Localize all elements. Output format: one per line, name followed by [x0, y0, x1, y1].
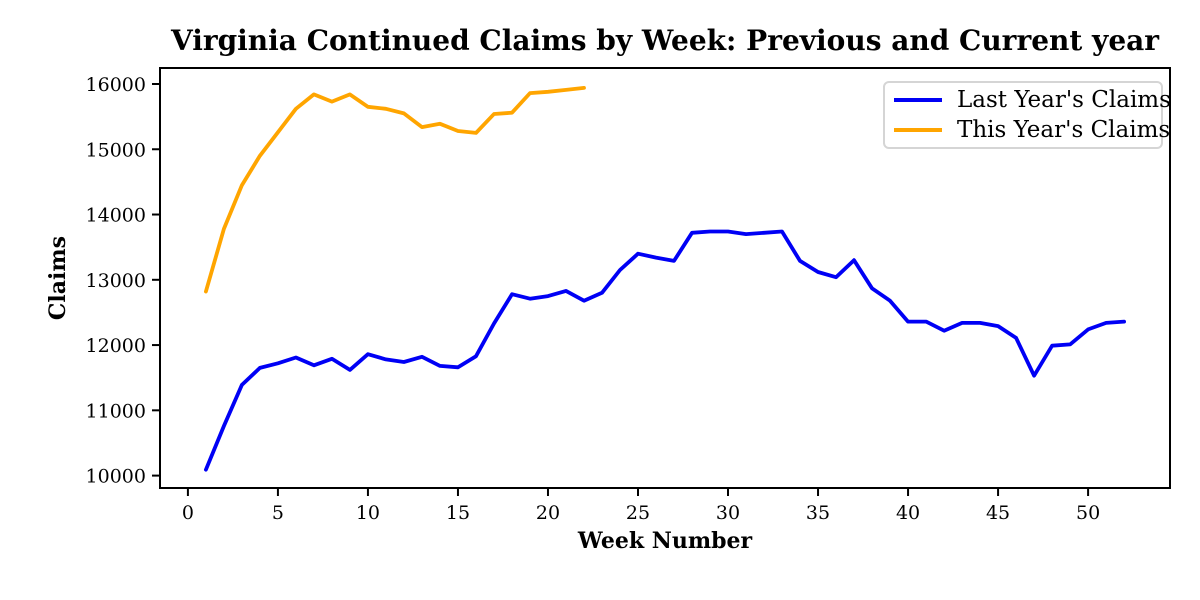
x-tick-label: 15: [446, 502, 470, 524]
legend: Last Year's Claims This Year's Claims: [883, 81, 1171, 149]
x-axis-ticks: 0 5 10 15 20 25 30 35 40 45 50: [182, 488, 1100, 524]
x-tick-label: 35: [806, 502, 830, 524]
legend-label: This Year's Claims: [957, 116, 1171, 143]
y-tick-label: 14000: [86, 205, 146, 227]
last-year-line: [203, 229, 1126, 472]
x-tick-label: 45: [986, 502, 1010, 524]
x-axis-label: Week Number: [577, 528, 753, 554]
x-tick-label: 40: [896, 502, 920, 524]
last-year-line-swatch: [894, 98, 942, 102]
x-tick-label: 5: [272, 502, 284, 524]
x-tick-label: 25: [626, 502, 650, 524]
legend-item-this-year: This Year's Claims: [885, 115, 1170, 145]
this-year-line: [203, 86, 586, 294]
x-tick-label: 50: [1076, 502, 1100, 524]
x-tick-label: 10: [356, 502, 380, 524]
y-tick-label: 10000: [86, 466, 146, 488]
y-tick-label: 16000: [86, 74, 146, 96]
y-tick-label: 11000: [86, 400, 146, 422]
this-year-line-swatch: [894, 128, 942, 132]
y-tick-label: 13000: [86, 270, 146, 292]
y-axis-ticks: 10000 11000 12000 13000 14000 15000 16000: [86, 74, 160, 488]
plot-border: [159, 67, 1171, 489]
x-tick-label: 20: [536, 502, 560, 524]
y-axis-label: Claims: [45, 235, 71, 321]
x-tick-label: 30: [716, 502, 740, 524]
y-tick-label: 15000: [86, 139, 146, 161]
chart-title: Virginia Continued Claims by Week: Previ…: [170, 24, 1160, 57]
legend-label: Last Year's Claims: [957, 86, 1171, 113]
x-tick-label: 0: [182, 502, 194, 524]
y-tick-label: 12000: [86, 335, 146, 357]
legend-item-last-year: Last Year's Claims: [885, 85, 1171, 115]
